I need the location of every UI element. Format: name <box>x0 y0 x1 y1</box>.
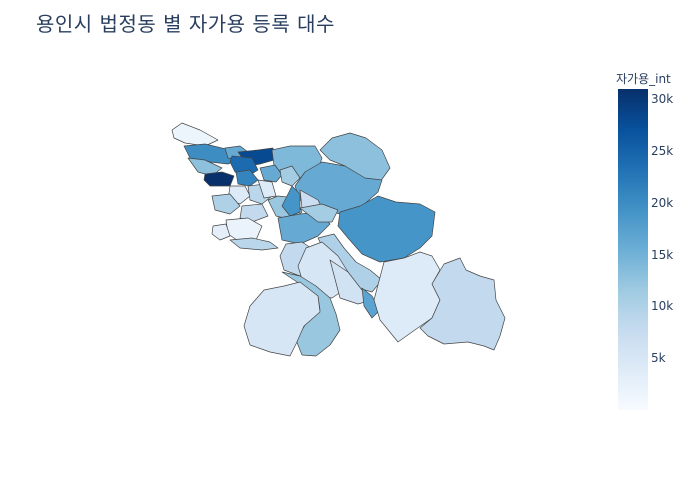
region-28[interactable] <box>229 237 279 251</box>
colorbar-tick-label: 25k <box>651 144 674 159</box>
colorbar-tick-label: 15k <box>651 247 674 262</box>
colorbar-title: 자가용_int <box>616 72 671 86</box>
region-16[interactable] <box>211 193 241 215</box>
region-8[interactable] <box>319 132 391 183</box>
region-20[interactable] <box>281 185 301 217</box>
region-23[interactable] <box>299 203 339 223</box>
region-27[interactable] <box>211 223 231 241</box>
region-34[interactable] <box>243 281 321 357</box>
region-24[interactable] <box>337 195 436 263</box>
region-12[interactable] <box>259 164 283 183</box>
colorbar-tick-label: 20k <box>651 195 674 210</box>
chart-title: 용인시 법정동 별 자가용 등록 대수 <box>36 12 335 36</box>
colorbar-tick-label: 30k <box>651 92 674 107</box>
region-36[interactable] <box>419 257 506 351</box>
region-1[interactable] <box>171 122 219 147</box>
region-13[interactable] <box>279 165 301 187</box>
region-17[interactable] <box>239 203 269 223</box>
colorbar <box>618 89 648 410</box>
region-32[interactable] <box>361 287 381 319</box>
colorbar-tick-label: 5k <box>651 351 666 366</box>
region-6[interactable] <box>187 157 223 177</box>
region-10[interactable] <box>203 171 235 187</box>
region-19[interactable] <box>257 179 277 199</box>
colorbar-tick-label: 10k <box>651 299 674 314</box>
region-11[interactable] <box>235 169 259 187</box>
